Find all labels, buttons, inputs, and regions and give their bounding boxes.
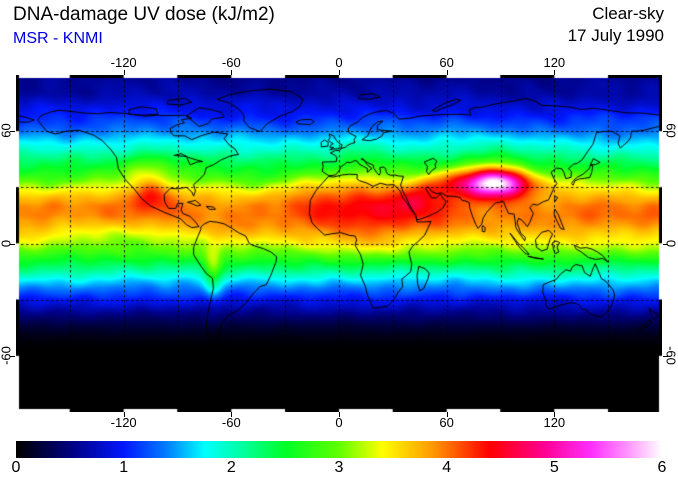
colorbar-tick-label: 0: [11, 459, 21, 476]
lon-tick-mark: [446, 70, 448, 75]
lat-tick-mark: [663, 131, 668, 133]
lon-tick-label-bottom: 60: [439, 415, 454, 430]
world-uv-heatmap: [16, 75, 662, 412]
lon-tick-mark: [446, 412, 448, 417]
lon-tick-label-top: 0: [335, 55, 343, 70]
colorbar-tick-label: 4: [442, 459, 452, 476]
colorbar-tick-label: 1: [119, 459, 129, 476]
lon-tick-mark: [554, 70, 556, 75]
lon-tick-mark: [123, 412, 125, 417]
lon-tick-label-top: -60: [221, 55, 241, 70]
lon-tick-label-top: -120: [110, 55, 137, 70]
lon-tick-label-bottom: 0: [335, 415, 343, 430]
condition-label: Clear-sky: [592, 4, 664, 23]
lon-tick-label-bottom: -60: [221, 415, 241, 430]
lat-tick-mark: [663, 355, 668, 357]
lon-tick-label-top: 60: [439, 55, 454, 70]
data-source-label: MSR - KNMI: [13, 30, 103, 47]
lon-tick-mark: [339, 412, 340, 417]
date-label: 17 July 1990: [567, 26, 664, 45]
lon-tick-label-top: 120: [543, 55, 566, 70]
lat-tick-mark: [10, 131, 15, 133]
lon-tick-mark: [231, 412, 233, 417]
colorbar-tick-label: 6: [657, 459, 667, 476]
lat-tick-mark: [10, 243, 15, 245]
lon-tick-label-bottom: -120: [110, 415, 137, 430]
lon-tick-mark: [231, 70, 233, 75]
colorbar-tick-label: 5: [549, 459, 559, 476]
lon-tick-mark: [339, 70, 340, 75]
colorbar: [16, 441, 662, 458]
page-title: DNA-damage UV dose (kJ/m2): [13, 4, 275, 25]
lon-tick-mark: [123, 70, 125, 75]
lat-tick-mark: [663, 243, 668, 245]
lat-tick-mark: [10, 355, 15, 357]
lon-tick-label-bottom: 120: [543, 415, 566, 430]
lon-tick-mark: [554, 412, 556, 417]
colorbar-tick-label: 3: [334, 459, 344, 476]
colorbar-tick-label: 2: [226, 459, 236, 476]
